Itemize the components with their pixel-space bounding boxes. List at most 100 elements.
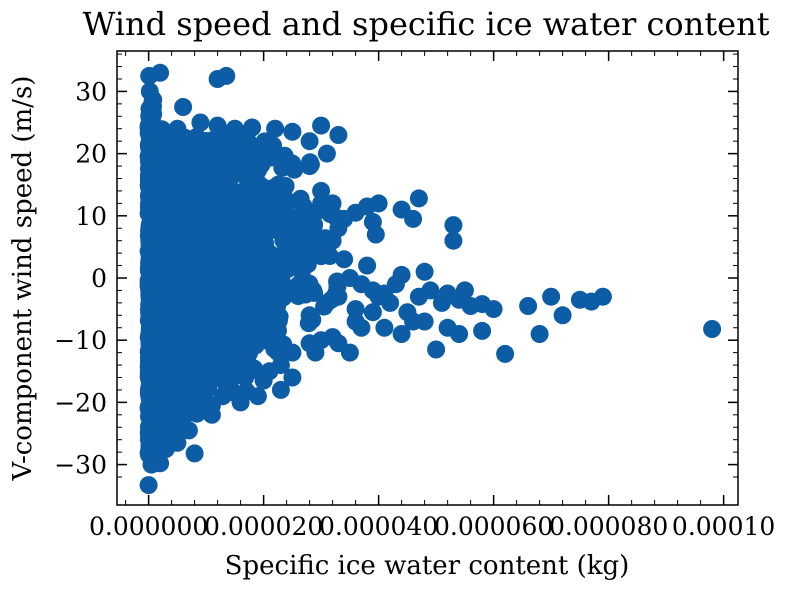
- scatter-point: [160, 379, 179, 398]
- scatter-point: [363, 303, 382, 322]
- scatter-point: [173, 330, 192, 349]
- scatter-point: [141, 371, 160, 390]
- scatter-point: [228, 253, 247, 272]
- scatter-point: [236, 196, 255, 215]
- scatter-point: [473, 321, 492, 340]
- scatter-point: [346, 300, 365, 319]
- scatter-point: [245, 288, 264, 307]
- y-tick-label: −10: [54, 326, 107, 355]
- scatter-point: [306, 343, 325, 362]
- scatter-point: [191, 113, 210, 132]
- scatter-point: [217, 147, 236, 166]
- scatter-point: [553, 306, 572, 325]
- scatter-point: [240, 163, 259, 182]
- scatter-point: [268, 202, 287, 221]
- scatter-point: [174, 98, 193, 116]
- scatter-point: [243, 118, 262, 137]
- scatter-point: [148, 420, 166, 438]
- scatter-point: [143, 99, 162, 118]
- chart-title: Wind speed and specific ice water conten…: [82, 5, 769, 43]
- scatter-point: [185, 249, 204, 268]
- x-tick-label: 0.000060: [434, 512, 553, 541]
- scatter-point: [273, 158, 292, 177]
- scatter-point: [220, 374, 239, 393]
- scatter-point: [162, 350, 181, 368]
- scatter-point: [151, 63, 170, 82]
- scatter-points: [139, 63, 722, 495]
- x-tick-label: 0.000000: [89, 512, 208, 541]
- scatter-point: [409, 189, 428, 208]
- scatter-point: [145, 218, 164, 237]
- scatter-point: [231, 393, 250, 412]
- scatter-point: [217, 66, 236, 85]
- scatter-point: [192, 169, 211, 188]
- scatter-point: [703, 320, 722, 338]
- scatter-point: [256, 234, 275, 253]
- scatter-point: [143, 398, 162, 417]
- scatter-point: [519, 297, 538, 315]
- scatter-point: [496, 344, 515, 363]
- scatter-point: [205, 368, 224, 387]
- scatter-point: [427, 340, 446, 359]
- scatter-point: [140, 82, 159, 101]
- plot-area: [116, 50, 739, 506]
- scatter-point: [283, 343, 302, 362]
- scatter-point: [444, 216, 463, 235]
- scatter-point: [398, 303, 417, 322]
- scatter-point: [415, 312, 434, 331]
- scatter-point: [191, 264, 210, 283]
- scatter-point: [188, 315, 207, 334]
- y-tick-label: 10: [75, 202, 107, 231]
- scatter-point: [140, 339, 159, 358]
- scatter-point: [329, 126, 348, 144]
- scatter-point: [252, 198, 271, 217]
- scatter-point: [165, 256, 184, 274]
- scatter-point: [369, 194, 388, 213]
- axis-ticks: [117, 51, 738, 505]
- scatter-point: [323, 194, 342, 213]
- scatter-point: [289, 237, 308, 256]
- scatter-point: [300, 157, 319, 176]
- scatter-point: [312, 181, 331, 200]
- scatter-point: [178, 164, 197, 183]
- scatter-point: [444, 231, 463, 250]
- scatter-point: [276, 177, 295, 195]
- scatter-point: [312, 247, 331, 266]
- scatter-point: [163, 230, 182, 248]
- scatter-point: [366, 225, 385, 244]
- scatter-point: [188, 363, 207, 382]
- scatter-point: [174, 408, 193, 427]
- scatter-point: [147, 238, 166, 257]
- x-tick-label: 0.000080: [549, 512, 668, 541]
- scatter-point: [392, 325, 411, 343]
- scatter-point: [450, 290, 469, 309]
- scatter-point: [169, 196, 188, 214]
- scatter-point: [340, 343, 359, 362]
- scatter-point: [262, 148, 280, 167]
- scatter-point: [221, 310, 240, 329]
- plot-frame: [116, 50, 739, 506]
- scatter-point: [264, 261, 283, 279]
- scatter-point: [168, 433, 187, 452]
- scatter-point: [335, 250, 354, 269]
- scatter-point: [259, 300, 278, 319]
- y-axis-label: V-component wind speed (m/s): [8, 76, 38, 482]
- scatter-point: [176, 284, 195, 303]
- scatter-point: [271, 380, 290, 399]
- scatter-point: [305, 283, 324, 302]
- x-axis-label: Specific ice water content (kg): [225, 551, 630, 581]
- scatter-point: [473, 295, 492, 314]
- y-tick-label: −20: [54, 388, 107, 417]
- tick-labels: 0.0000000.0000200.0000400.0000600.000080…: [54, 77, 775, 541]
- scatter-point: [197, 205, 216, 224]
- scatter-point: [283, 122, 302, 141]
- scatter-point: [185, 444, 204, 463]
- scatter-point: [415, 262, 434, 281]
- scatter-point: [593, 287, 612, 306]
- scatter-point: [197, 238, 216, 257]
- scatter-point: [369, 287, 388, 306]
- scatter-point: [317, 293, 336, 312]
- scatter-point: [146, 268, 165, 287]
- scatter-point: [221, 199, 240, 218]
